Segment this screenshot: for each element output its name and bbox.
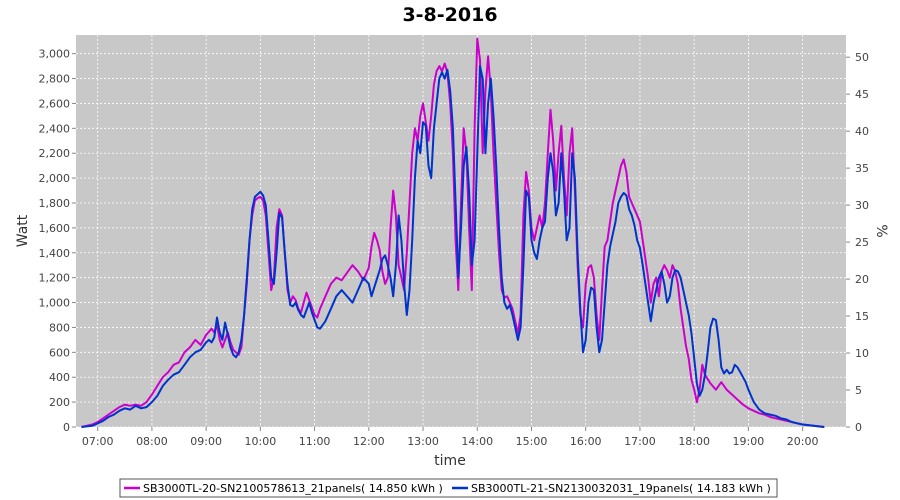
y-tick-label: 1,400	[39, 247, 71, 260]
y2-tick-label: 30	[855, 199, 869, 212]
y-tick-label: 200	[49, 396, 70, 409]
x-tick-label: 18:00	[678, 435, 710, 448]
y-tick-label: 600	[49, 346, 70, 359]
y-tick-label: 2,800	[39, 73, 71, 86]
y-tick-label: 800	[49, 321, 70, 334]
y-axis-ticks: 0 200 400 600 800 1,000 1,200 1,400 1,600 1,800 2,…	[39, 48, 76, 434]
y2-tick-label: 10	[855, 347, 869, 360]
y-tick-label: 3,000	[39, 48, 71, 61]
y-tick-label: 400	[49, 371, 70, 384]
y-tick-label: 1,600	[39, 222, 71, 235]
series-lines	[81, 37, 825, 428]
y-tick-label: 2,600	[39, 97, 71, 110]
x-tick-label: 15:00	[516, 435, 548, 448]
y-tick-label: 2,000	[39, 172, 71, 185]
y2-tick-label: 45	[855, 88, 869, 101]
x-tick-label: 07:00	[82, 435, 114, 448]
x-tick-label: 12:00	[353, 435, 385, 448]
legend-label-1: SB3000TL-20-SN2100578613_21panels( 14.85…	[143, 482, 443, 495]
y-tick-label: 0	[63, 421, 70, 434]
secondary-y-axis-ticks: 0 5 10 15 20 25 30 35 40 45 50	[846, 51, 869, 434]
secondary-y-axis-label: %	[873, 224, 889, 237]
y2-tick-label: 15	[855, 310, 869, 323]
legend: SB3000TL-20-SN2100578613_21panels( 14.85…	[119, 478, 778, 498]
x-axis-ticks: 07:00 08:00 09:00 10:00 11:00 12:00 13:00 14:00…	[82, 427, 819, 448]
x-axis-label: time	[434, 453, 466, 469]
y-tick-label: 1,800	[39, 197, 71, 210]
y2-tick-label: 0	[855, 421, 862, 434]
y-tick-label: 1,200	[39, 272, 71, 285]
legend-box	[119, 478, 778, 498]
y2-tick-label: 5	[855, 384, 862, 397]
x-tick-label: 20:00	[787, 435, 819, 448]
y2-tick-label: 35	[855, 162, 869, 175]
x-tick-label: 17:00	[624, 435, 656, 448]
legend-label-2: SB3000TL-21-SN2130032031_19panels( 14.18…	[471, 482, 771, 495]
y2-tick-label: 50	[855, 51, 869, 64]
y-axis-label: Watt	[15, 214, 31, 247]
x-tick-label: 08:00	[136, 435, 168, 448]
y2-tick-label: 40	[855, 125, 869, 138]
y-tick-label: 1,000	[39, 297, 71, 310]
x-tick-label: 14:00	[461, 435, 493, 448]
series-line-2	[81, 65, 825, 428]
y-tick-label: 2,200	[39, 147, 71, 160]
x-tick-label: 16:00	[570, 435, 602, 448]
x-tick-label: 09:00	[190, 435, 222, 448]
x-tick-label: 11:00	[299, 435, 331, 448]
x-tick-label: 10:00	[245, 435, 277, 448]
x-tick-label: 13:00	[407, 435, 439, 448]
x-tick-label: 19:00	[733, 435, 765, 448]
y-tick-label: 2,400	[39, 122, 71, 135]
y2-tick-label: 20	[855, 273, 869, 286]
y2-tick-label: 25	[855, 236, 869, 249]
chart-title: 3-8-2016	[402, 4, 497, 26]
